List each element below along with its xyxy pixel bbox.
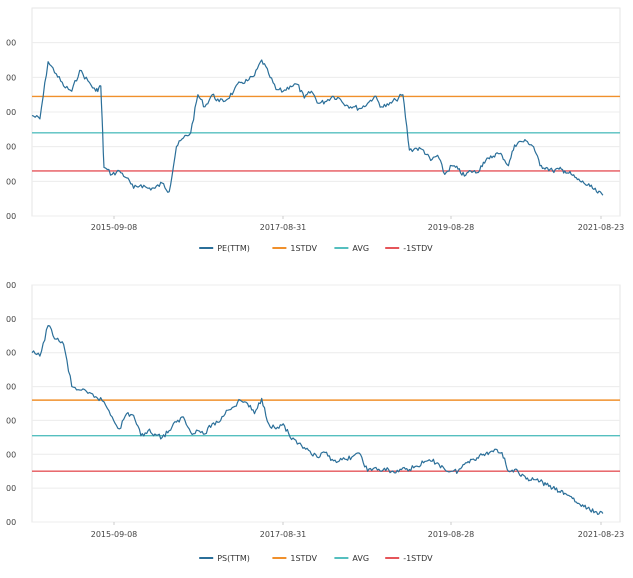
y-tick-label: 00 bbox=[6, 315, 16, 324]
legend-label: AVG bbox=[352, 554, 369, 563]
y-tick-label: 00 bbox=[6, 73, 16, 82]
y-tick-label: 00 bbox=[6, 450, 16, 459]
x-tick-label: 2019-08-28 bbox=[428, 223, 475, 232]
plot-frame bbox=[31, 284, 621, 523]
x-tick-label: 2017-08-31 bbox=[260, 530, 307, 539]
x-tick-label: 2019-08-28 bbox=[428, 530, 475, 539]
y-tick-label: 00 bbox=[6, 212, 16, 221]
legend-label: -1STDV bbox=[403, 554, 433, 563]
y-tick-label: 00 bbox=[6, 518, 16, 527]
legend-label: 1STDV bbox=[290, 244, 317, 253]
x-tick-label: 2021-08-23 bbox=[578, 530, 625, 539]
legend-label: PS(TTM) bbox=[217, 554, 250, 563]
x-tick-label: 2017-08-31 bbox=[260, 223, 307, 232]
series-line-main bbox=[31, 325, 604, 515]
series-line-main bbox=[31, 59, 604, 196]
y-tick-label: 00 bbox=[6, 484, 16, 493]
x-tick-label: 2021-08-23 bbox=[578, 223, 625, 232]
x-tick-label: 2015-09-08 bbox=[91, 223, 138, 232]
legend-label: 1STDV bbox=[290, 554, 317, 563]
y-tick-label: 00 bbox=[6, 108, 16, 117]
y-tick-label: 00 bbox=[6, 416, 16, 425]
y-tick-label: 00 bbox=[6, 143, 16, 152]
legend-label: -1STDV bbox=[403, 244, 433, 253]
y-tick-label: 00 bbox=[6, 39, 16, 48]
legend-label: AVG bbox=[352, 244, 369, 253]
y-tick-label: 00 bbox=[6, 281, 16, 290]
y-tick-label: 00 bbox=[6, 177, 16, 186]
y-tick-label: 00 bbox=[6, 383, 16, 392]
y-tick-label: 00 bbox=[6, 349, 16, 358]
legend-label: PE(TTM) bbox=[217, 244, 250, 253]
x-tick-label: 2015-09-08 bbox=[91, 530, 138, 539]
